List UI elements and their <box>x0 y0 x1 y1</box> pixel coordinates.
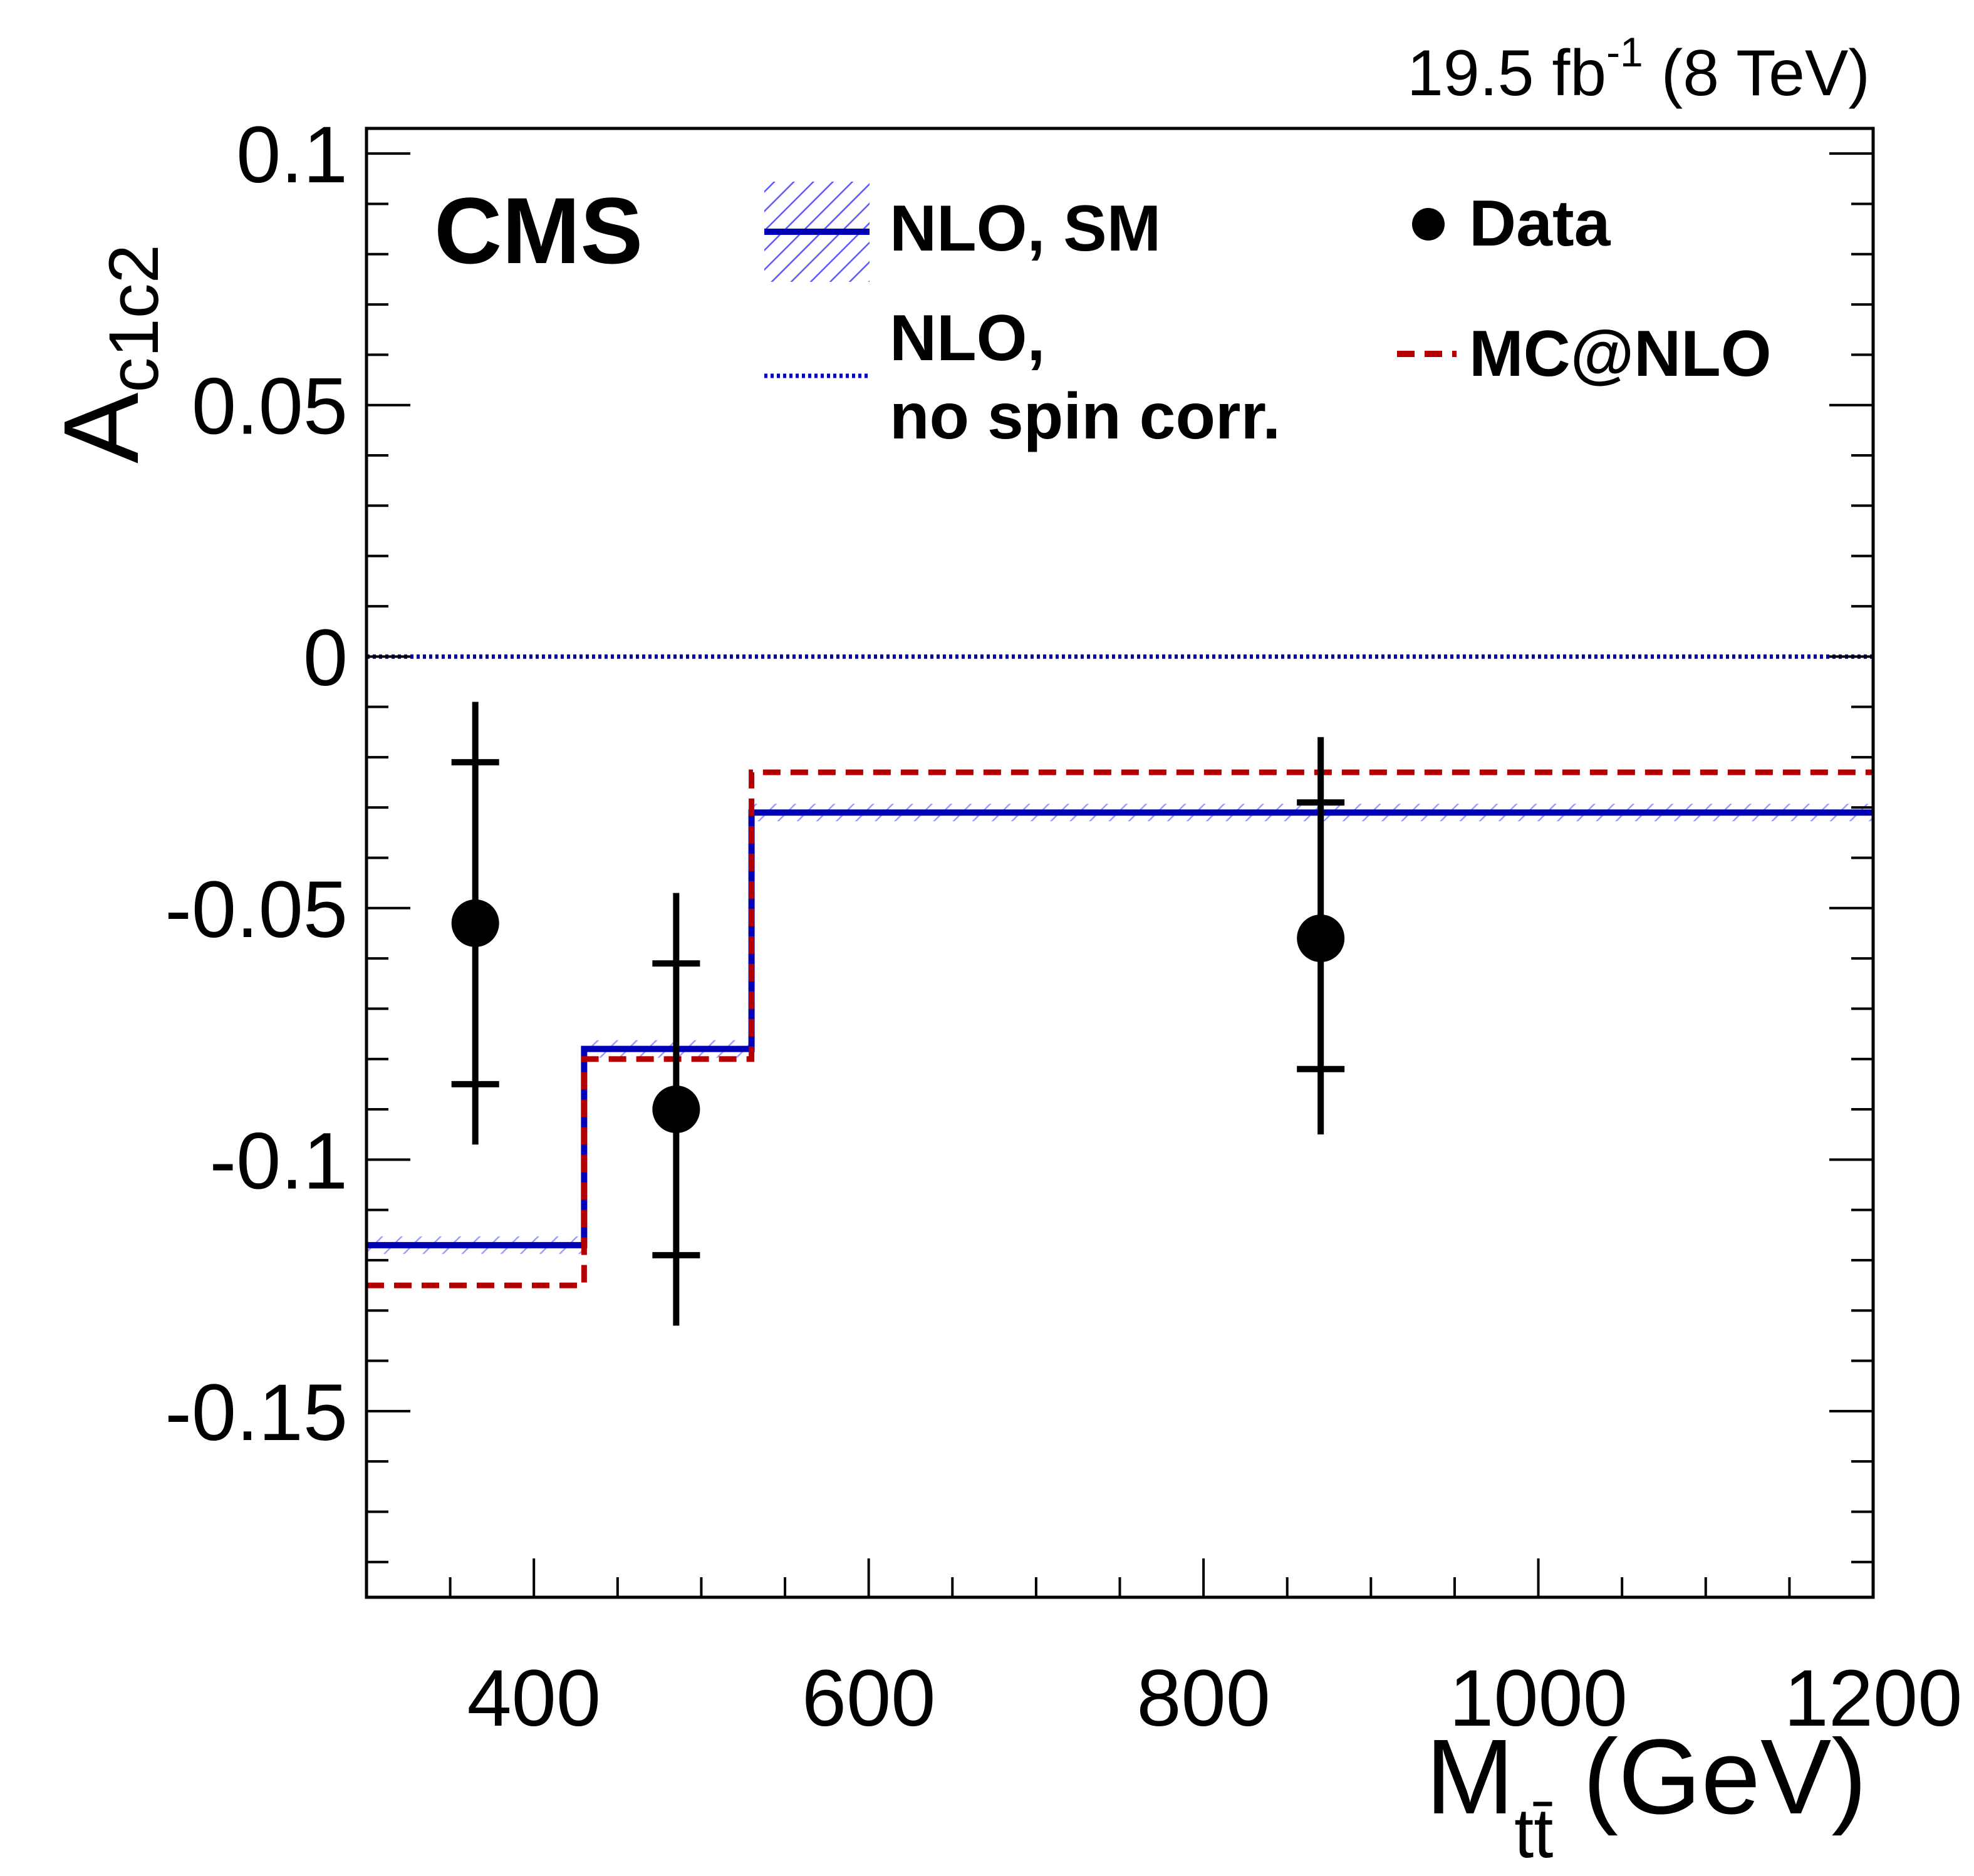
y-axis-title-sub: c1c2 <box>95 244 173 393</box>
y-tick-label: -0.15 <box>165 1368 348 1458</box>
x-tick-label: 600 <box>802 1654 936 1743</box>
x-tick-label: 1000 <box>1449 1654 1628 1743</box>
legend: NLO, SM NLO, no spin corr. Data MC@NLO <box>764 182 1772 453</box>
y-tick-label: 0 <box>303 613 348 703</box>
lumi-superscript: -1 <box>1606 29 1643 75</box>
nlo-sm-line <box>366 809 1873 1248</box>
tick-labels-layer: 400 600 800 1000 1200 0.1 0.05 0 -0.05 -0.1 -0.15 <box>165 110 1962 1743</box>
ticks-layer <box>366 152 1873 1597</box>
y-tick-label: -0.05 <box>165 865 348 955</box>
x-axis-title-sub: tt̄ <box>1514 1794 1553 1872</box>
y-tick-label: -0.1 <box>209 1116 348 1206</box>
y-tick-label: 0.1 <box>236 110 348 200</box>
mcatnlo-line <box>366 769 1873 1288</box>
legend-nlo-nospin-label-1: NLO, <box>890 302 1045 375</box>
legend-nlo-nospin-label-2: no spin corr. <box>890 380 1281 453</box>
legend-data-label: Data <box>1469 187 1611 260</box>
lumi-label: 19.5 fb-1 (8 TeV) <box>1407 29 1870 110</box>
lumi-energy: (8 TeV) <box>1643 37 1870 110</box>
data-point <box>451 899 499 947</box>
x-tick-label: 800 <box>1136 1654 1270 1743</box>
x-axis-title-main: M <box>1426 1718 1515 1837</box>
y-axis-title-main: A <box>42 392 161 464</box>
legend-data-marker <box>1412 208 1445 241</box>
data-layer <box>451 702 1345 1326</box>
x-tick-label: 400 <box>467 1654 601 1743</box>
series-layer <box>366 654 1873 1288</box>
cms-label: CMS <box>434 178 643 283</box>
y-tick-label: 0.05 <box>192 362 348 452</box>
x-tick-label: 1200 <box>1784 1654 1963 1743</box>
data-point <box>652 1086 700 1134</box>
legend-mcatnlo-label: MC@NLO <box>1469 318 1772 390</box>
lumi-value: 19.5 fb <box>1407 37 1606 110</box>
x-axis-title: Mtt̄ (GeV) <box>1426 1718 1867 1872</box>
data-point <box>1297 914 1345 962</box>
legend-nlo-sm-label: NLO, SM <box>890 192 1161 265</box>
x-axis-title-unit: (GeV) <box>1553 1718 1867 1837</box>
y-axis-title: Ac1c2 <box>42 244 173 464</box>
